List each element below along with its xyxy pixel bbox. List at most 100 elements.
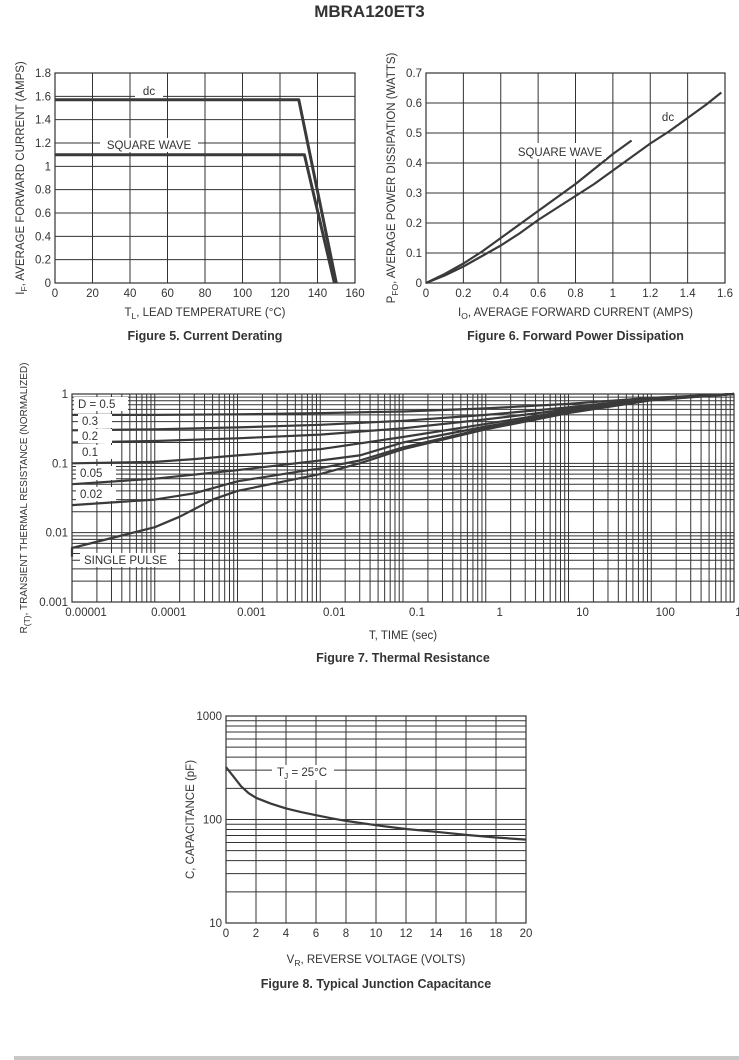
x-tick-label: 60 <box>161 288 174 300</box>
series-label-square-wave: SQUARE WAVE <box>107 140 192 152</box>
y-tick-label: 0.01 <box>46 528 68 540</box>
y-tick-label: 0.4 <box>406 158 423 170</box>
y-tick-label: 0.6 <box>35 208 51 220</box>
series-line-tj-25-c <box>225 766 527 841</box>
x-tick-label: 2 <box>253 928 259 940</box>
label-bg <box>76 466 116 480</box>
y-axis-label: R(T), TRANSIENT THERMAL RESISTANCE (NORM… <box>19 363 32 634</box>
x-tick-label: 40 <box>124 288 137 300</box>
x-tick-label: 120 <box>270 288 289 300</box>
chart-fig7: 0.00001 0.0001 0.001 0.01 0.1 1 10 100 1000 0.001… <box>19 363 739 665</box>
x-tick-label: 160 <box>345 288 364 300</box>
series-label-0-3: 0.3 <box>82 416 98 428</box>
x-tick-label: 0.2 <box>455 288 471 300</box>
y-tick-label: 1.6 <box>35 91 51 103</box>
y-axis-label: IF, AVERAGE FORWARD CURRENT (AMPS) <box>15 61 29 295</box>
label-bg <box>78 414 112 428</box>
x-tick-label: 6 <box>313 928 319 940</box>
series-label-0-05: 0.05 <box>80 468 102 480</box>
label-bg <box>514 143 606 159</box>
x-tick-label: 12 <box>400 928 413 940</box>
plot-frame <box>71 393 735 603</box>
label-bg <box>78 445 112 459</box>
x-tick-label: 20 <box>520 928 533 940</box>
y-tick-label: 10 <box>209 918 222 930</box>
x-tick-label: 14 <box>430 928 443 940</box>
x-tick-label: 0.0001 <box>151 607 186 619</box>
x-tick-label: 140 <box>308 288 327 300</box>
gridlines <box>225 716 527 924</box>
figure-caption: Figure 6. Forward Power Dissipation <box>467 329 684 343</box>
series-label-square-wave: SQUARE WAVE <box>518 147 603 159</box>
series-label-0-2: 0.2 <box>82 431 98 443</box>
series-label-dc: dc <box>662 112 674 124</box>
series-line-d-0-5 <box>72 392 735 416</box>
x-tick-label: 18 <box>490 928 503 940</box>
label-bg <box>272 765 334 780</box>
x-tick-label: 0.00001 <box>65 607 107 619</box>
x-tick-label: 4 <box>283 928 290 940</box>
x-tick-label: 0 <box>52 288 58 300</box>
figure-caption: Figure 7. Thermal Resistance <box>316 651 490 665</box>
series-label-0-02: 0.02 <box>80 489 102 501</box>
label-bg <box>135 84 163 98</box>
label-bg <box>100 138 198 152</box>
series-line-dc <box>425 91 722 285</box>
x-tick-label: 0.8 <box>568 288 584 300</box>
x-axis-label: IO, AVERAGE FORWARD CURRENT (AMPS) <box>458 307 693 321</box>
x-tick-label: 1000 <box>735 607 739 619</box>
x-tick-label: 0.4 <box>493 288 510 300</box>
y-tick-label: 1.4 <box>35 115 52 127</box>
x-tick-label: 20 <box>86 288 99 300</box>
x-tick-label: 16 <box>460 928 473 940</box>
label-bg <box>78 429 112 443</box>
x-tick-label: 1 <box>610 288 616 300</box>
plot-frame <box>54 72 356 284</box>
document-title: MBRA120ET3 <box>314 2 425 21</box>
y-tick-label: 0.1 <box>406 248 422 260</box>
y-tick-label: 0.1 <box>52 458 68 470</box>
x-tick-label: 0.6 <box>530 288 546 300</box>
label-bg <box>80 553 178 567</box>
y-tick-label: 0.3 <box>406 188 422 200</box>
figure-caption: Figure 8. Typical Junction Capacitance <box>261 977 491 991</box>
y-tick-label: 0 <box>416 278 422 290</box>
condition-annotation: TJ = 25°C <box>277 767 327 781</box>
label-bg <box>74 397 128 411</box>
x-tick-label: 10 <box>576 607 589 619</box>
x-tick-label: 80 <box>199 288 212 300</box>
chart-fig8: 0 2 4 6 8 10 12 14 16 18 20 10 100 1000 VR, REVERSE VO… <box>185 711 532 991</box>
y-tick-label: 0.8 <box>35 185 51 197</box>
series-line-square-wave <box>55 153 336 284</box>
x-tick-label: 0.01 <box>323 607 345 619</box>
y-tick-label: 0.001 <box>39 597 68 609</box>
x-tick-label: 100 <box>233 288 252 300</box>
y-tick-label: 1 <box>62 389 68 401</box>
series-line-single-pulse <box>70 392 735 557</box>
series-label-0-1: 0.1 <box>82 447 98 459</box>
x-tick-label: 0 <box>423 288 429 300</box>
y-tick-label: 100 <box>203 815 222 827</box>
y-tick-label: 1 <box>45 161 51 173</box>
x-tick-label: 10 <box>370 928 383 940</box>
x-tick-label: 0 <box>223 928 229 940</box>
chart-fig5: 0 20 40 60 80 100 120 140 160 0 0.2 0.4 0.6 0.8 1 1.2 1.… <box>15 61 365 343</box>
series-label-d-0-5: D = 0.5 <box>78 399 115 411</box>
series-line-square-wave <box>425 139 633 284</box>
series-label-single-pulse: SINGLE PULSE <box>84 555 167 567</box>
x-axis-label: T, TIME (sec) <box>369 630 437 642</box>
x-tick-label: 0.001 <box>237 607 266 619</box>
plot-frame <box>425 72 726 284</box>
plot-frame <box>225 715 527 924</box>
y-tick-label: 0.4 <box>35 231 52 243</box>
series-line-dc <box>55 98 338 284</box>
x-tick-label: 1.4 <box>680 288 697 300</box>
x-tick-label: 1 <box>497 607 503 619</box>
x-tick-label: 100 <box>656 607 675 619</box>
y-tick-label: 0.2 <box>35 255 51 267</box>
x-tick-label: 0.1 <box>409 607 425 619</box>
y-axis-label: PFO, AVERAGE POWER DISSIPATION (WATTS) <box>386 52 400 303</box>
x-axis-label: VR, REVERSE VOLTAGE (VOLTS) <box>287 954 466 968</box>
figure-caption: Figure 5. Current Derating <box>128 329 283 343</box>
